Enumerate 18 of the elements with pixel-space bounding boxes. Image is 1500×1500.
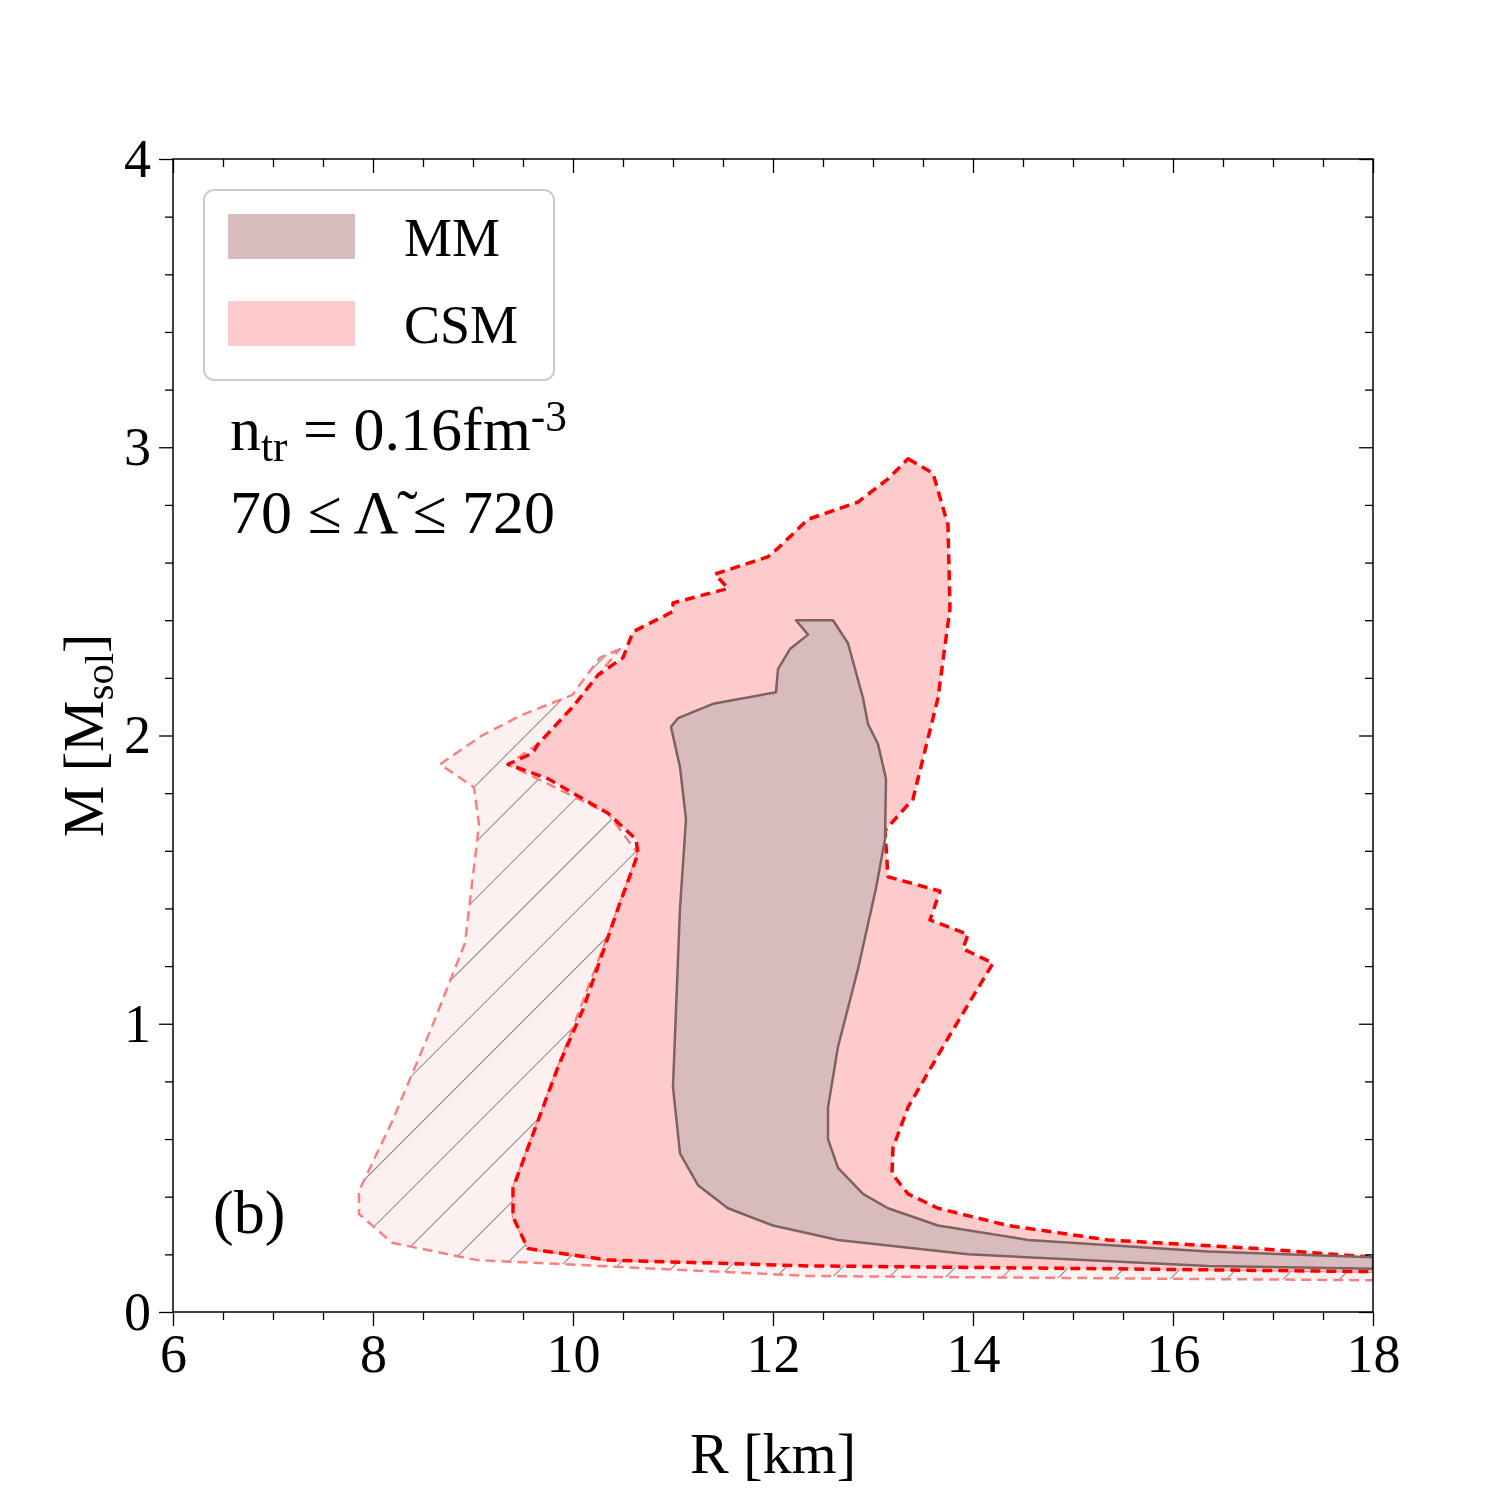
y-tick-label: 3 xyxy=(124,417,151,478)
annotation: 70 ≤ Λ̃ ≤ 720 xyxy=(230,478,555,546)
legend-label: MM xyxy=(404,208,501,268)
y-tick-label: 2 xyxy=(124,705,151,766)
y-tick-label: 1 xyxy=(124,993,151,1054)
x-tick-label: 10 xyxy=(546,1324,601,1385)
x-tick-label: 6 xyxy=(160,1324,187,1385)
x-tick-label: 8 xyxy=(360,1324,387,1385)
x-tick-label: 14 xyxy=(946,1324,1001,1385)
annotation: n$_{tr}$ = 0.16fm$^{-3}$ xyxy=(230,391,568,470)
x-tick-label: 18 xyxy=(1346,1324,1401,1385)
x-tick-label: 16 xyxy=(1146,1324,1201,1385)
x-axis-title: R [km] xyxy=(690,1421,856,1486)
x-tick-label: 12 xyxy=(746,1324,801,1385)
y-tick-label: 0 xyxy=(124,1281,151,1342)
legend-label: CSM xyxy=(404,295,519,355)
y-tick-label: 4 xyxy=(124,128,151,189)
annotation: (b) xyxy=(213,1178,286,1247)
